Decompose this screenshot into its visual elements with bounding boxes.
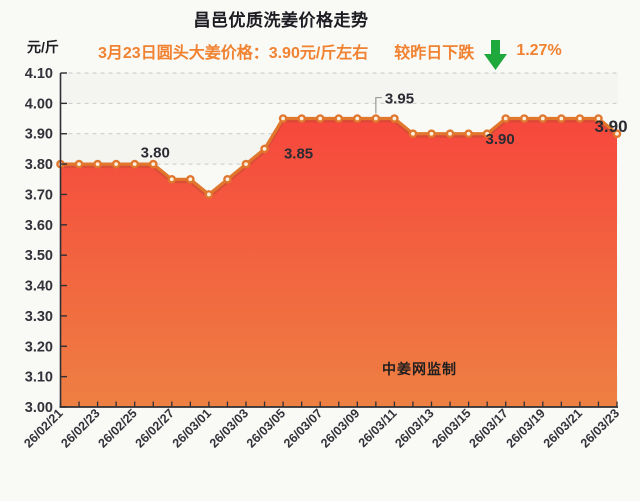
y-axis-unit-label: 元/斤 — [27, 39, 59, 55]
svg-text:3.95: 3.95 — [385, 91, 414, 108]
y-axis-tick-labels: 3.00 3.10 3.20 3.30 3.40 3.50 3.60 3.70 3.80 3.90… — [25, 66, 53, 416]
svg-text:26/03/15: 26/03/15 — [429, 406, 473, 450]
x-axis-tick-labels: 26/02/2126/02/2326/02/2526/02/2726/03/01… — [21, 406, 622, 450]
subtitle-change-text: 较昨日下跌 — [394, 45, 475, 62]
down-arrow-icon — [484, 40, 508, 70]
svg-text:26/03/03: 26/03/03 — [207, 406, 251, 450]
svg-text:26/03/01: 26/03/01 — [170, 406, 214, 450]
svg-text:3.40: 3.40 — [25, 279, 53, 295]
svg-text:3.50: 3.50 — [25, 248, 53, 264]
watermark-text: 中姜网监制 — [382, 361, 457, 377]
subtitle-change-percent: 1.27% — [516, 42, 562, 59]
svg-text:4.00: 4.00 — [25, 96, 53, 112]
svg-text:26/03/17: 26/03/17 — [467, 406, 511, 450]
svg-text:3.20: 3.20 — [25, 339, 53, 355]
svg-text:26/03/09: 26/03/09 — [318, 406, 362, 450]
svg-text:26/02/27: 26/02/27 — [133, 406, 177, 450]
svg-text:26/03/11: 26/03/11 — [356, 406, 400, 450]
svg-text:26/02/23: 26/02/23 — [58, 406, 102, 450]
svg-text:26/02/25: 26/02/25 — [96, 406, 140, 450]
svg-text:3.80: 3.80 — [25, 157, 53, 173]
axes — [59, 72, 618, 408]
data-labels: 3.80 3.85 3.95 3.90 3.90 — [141, 91, 628, 163]
subtitle-price-text: 3月23日圆头大姜价格：3.90元/斤左右 — [98, 45, 369, 62]
svg-text:3.70: 3.70 — [25, 187, 53, 203]
svg-text:26/03/05: 26/03/05 — [244, 406, 288, 450]
svg-text:3.90: 3.90 — [486, 131, 515, 148]
svg-text:3.30: 3.30 — [25, 309, 53, 325]
svg-text:26/03/19: 26/03/19 — [504, 406, 548, 450]
svg-text:4.10: 4.10 — [25, 66, 53, 82]
svg-text:3.90: 3.90 — [25, 127, 53, 143]
svg-text:26/03/23: 26/03/23 — [578, 406, 622, 450]
svg-text:3.90: 3.90 — [594, 117, 627, 136]
svg-text:26/03/07: 26/03/07 — [281, 406, 325, 450]
svg-text:26/03/21: 26/03/21 — [541, 406, 585, 450]
svg-text:3.10: 3.10 — [25, 370, 53, 386]
subtitle: 3月23日圆头大姜价格：3.90元/斤左右 较昨日下跌 1.27% — [98, 36, 562, 70]
svg-text:3.00: 3.00 — [25, 400, 53, 416]
svg-text:3.85: 3.85 — [284, 145, 313, 162]
page-title: 昌邑优质洗姜价格走势 — [193, 11, 369, 30]
svg-text:3.80: 3.80 — [141, 144, 170, 161]
svg-text:3.60: 3.60 — [25, 218, 53, 234]
svg-text:26/03/13: 26/03/13 — [392, 406, 436, 450]
